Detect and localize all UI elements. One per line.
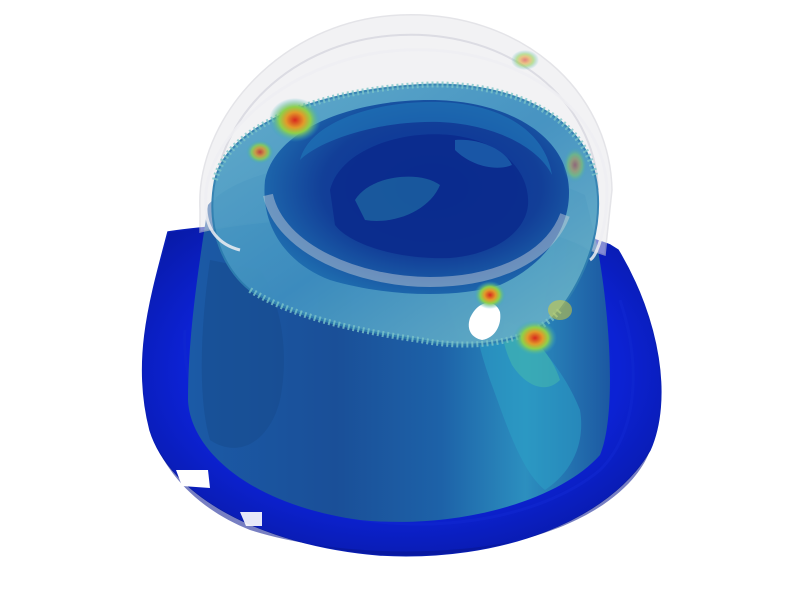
ghost-rim-ring [204, 48, 609, 262]
inner-cavity [263, 100, 570, 295]
stress-hotspots [246, 50, 587, 356]
cutout-window [468, 302, 501, 340]
